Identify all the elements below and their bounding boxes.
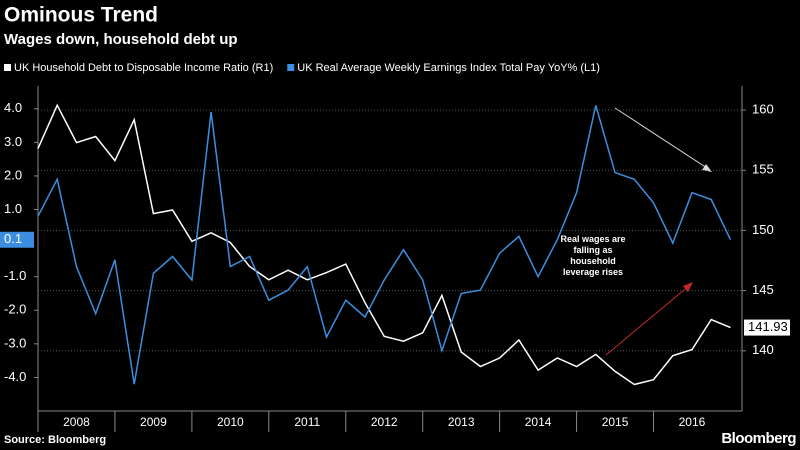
y2-tick-label: 140 (752, 342, 774, 357)
y-tick-label: 3.0 (4, 134, 22, 149)
y2-tick-label: 155 (752, 162, 774, 177)
legend-label: UK Household Debt to Disposable Income R… (14, 62, 273, 74)
y2-tick-label: 145 (752, 282, 774, 297)
x-tick-label: 2008 (63, 415, 90, 429)
series-line (37, 103, 731, 386)
brand: Bloomberg (721, 430, 796, 447)
last-value-box (744, 319, 790, 336)
last-value-box (0, 231, 34, 248)
y-tick-label: 4.0 (4, 100, 22, 115)
y2-tick-label: 150 (752, 222, 774, 237)
y-tick-label: 2.0 (4, 167, 22, 182)
last-value-label: 0.1 (4, 231, 22, 246)
x-tick-label: 2016 (679, 415, 706, 429)
last-value-label: 141.93 (748, 319, 788, 334)
y2-tick-label: 160 (752, 101, 774, 116)
y-tick-label: -2.0 (4, 302, 26, 317)
annotation: Real wages are falling as household leve… (560, 234, 626, 277)
source: Source: Bloomberg (4, 434, 106, 446)
y-tick-label: -4.0 (4, 369, 26, 384)
annotation-arrows (605, 107, 712, 356)
y-tick-label: -3.0 (4, 335, 26, 350)
legend-swatch (4, 64, 11, 71)
legend-swatch (287, 64, 295, 71)
chart-subtitle: Wages down, household debt up (4, 31, 238, 48)
x-tick-label: 2012 (371, 415, 398, 429)
x-tick-label: 2011 (294, 415, 320, 429)
legend-label: UK Real Average Weekly Earnings Index To… (297, 62, 600, 74)
y-tick-label: -1.0 (4, 268, 26, 283)
y-tick-label: 1.0 (4, 201, 22, 216)
x-tick-label: 2014 (525, 415, 552, 429)
x-tick-label: 2009 (140, 415, 167, 429)
x-tick-label: 2015 (602, 415, 629, 429)
x-tick-label: 2013 (448, 415, 475, 429)
chart-title: Ominous Trend (4, 4, 158, 27)
x-tick-label: 2010 (217, 415, 244, 429)
series-line (37, 105, 732, 385)
